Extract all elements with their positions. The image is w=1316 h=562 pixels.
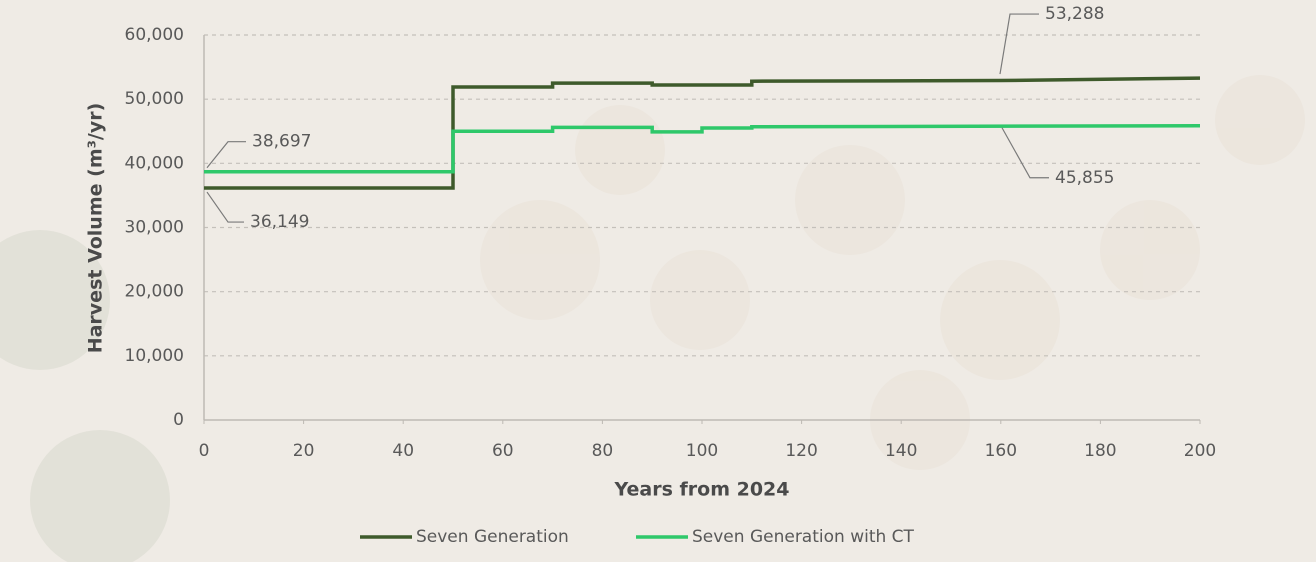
x-tick-label: 80 <box>592 441 614 461</box>
y-tick-label: 30,000 <box>125 218 184 238</box>
leader-line <box>206 141 246 169</box>
leader-line <box>999 13 1039 75</box>
x-tick-label: 100 <box>686 441 718 461</box>
legend-label: Seven Generation with CT <box>692 527 915 547</box>
series-line <box>204 76 1201 190</box>
x-tick-label: 60 <box>492 441 514 461</box>
y-axis-title: Harvest Volume (m³/yr) <box>85 103 107 354</box>
data-label: 53,288 <box>1045 4 1104 24</box>
x-axis-title: Years from 2024 <box>614 479 790 501</box>
leader-line <box>1001 127 1049 179</box>
series-line <box>204 124 1201 174</box>
x-tick-label: 20 <box>293 441 315 461</box>
leader-line <box>206 191 244 223</box>
x-tick-label: 160 <box>985 441 1017 461</box>
y-tick-label: 60,000 <box>125 25 184 45</box>
y-tick-label: 50,000 <box>125 89 184 109</box>
x-tick-label: 140 <box>885 441 917 461</box>
x-tick-label: 40 <box>392 441 414 461</box>
x-tick-label: 0 <box>199 441 210 461</box>
data-label: 38,697 <box>252 132 311 152</box>
x-tick-label: 120 <box>785 441 817 461</box>
data-label: 45,855 <box>1055 168 1114 188</box>
y-tick-label: 40,000 <box>125 153 184 173</box>
data-label: 36,149 <box>250 212 309 232</box>
y-tick-label: 10,000 <box>125 346 184 366</box>
y-tick-label: 0 <box>173 410 184 430</box>
x-tick-label: 200 <box>1184 441 1216 461</box>
y-tick-label: 20,000 <box>125 282 184 302</box>
x-tick-label: 180 <box>1084 441 1116 461</box>
legend-label: Seven Generation <box>416 527 569 547</box>
